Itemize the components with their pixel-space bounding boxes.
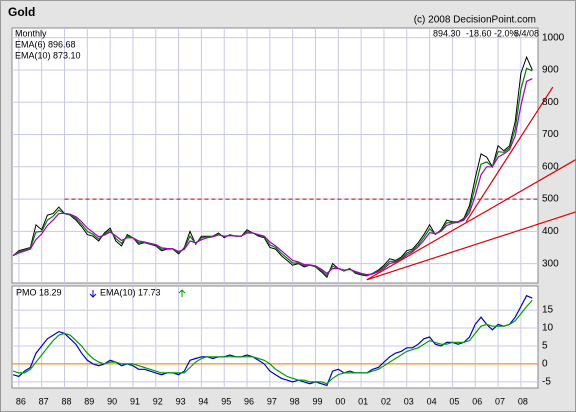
x-tick-label: 89	[84, 396, 94, 406]
subtitle: Monthly	[15, 28, 47, 38]
x-tick-label: 92	[153, 396, 163, 406]
trend-line	[465, 86, 554, 222]
x-tick-label: 94	[198, 396, 208, 406]
source: (c) 2008 DecisionPoint.com	[414, 15, 536, 26]
legend-entry: EMA(6) 896.68	[15, 39, 76, 49]
series-line	[12, 67, 533, 277]
y-tick-label: 10	[542, 323, 554, 334]
chart-title: Gold	[8, 5, 35, 19]
up-arrow	[178, 289, 186, 297]
x-tick-label: 88	[61, 396, 71, 406]
x-tick-label: 01	[358, 396, 368, 406]
legend-entry: EMA(10) 17.73	[100, 287, 161, 297]
x-tick-label: 96	[244, 396, 254, 406]
series-line	[12, 78, 533, 276]
y-tick-label: 0	[542, 359, 548, 370]
x-tick-label: 95	[221, 396, 231, 406]
y-tick-label: 600	[542, 161, 559, 172]
down-arrow	[89, 290, 97, 298]
y-tick-label: 1000	[542, 32, 565, 43]
y-tick-label: 700	[542, 129, 559, 140]
x-tick-label: 04	[427, 396, 437, 406]
x-tick-label: 87	[39, 396, 49, 406]
series-line	[12, 55, 533, 279]
legend-entry: PMO 18.29	[16, 287, 62, 297]
pmo-panel	[11, 285, 539, 389]
x-tick-label: 07	[495, 396, 505, 406]
series-line	[12, 294, 533, 387]
trend-line	[366, 159, 576, 281]
x-tick-label: 02	[381, 396, 391, 406]
marks	[12, 55, 576, 387]
trend-line	[366, 211, 576, 281]
x-tick-label: 91	[130, 396, 140, 406]
grid	[12, 28, 538, 388]
y-tick-label: 800	[542, 97, 559, 108]
x-tick-label: 98	[290, 396, 300, 406]
y-tick-label: 300	[542, 258, 559, 269]
y-tick-label: 400	[542, 226, 559, 237]
x-tick-label: 90	[107, 396, 117, 406]
legend-entry: EMA(10) 873.10	[15, 50, 81, 60]
change: -18.60	[466, 28, 492, 38]
y-tick-label: -5	[542, 377, 551, 388]
x-tick-label: 03	[404, 396, 414, 406]
y-tick-label: 15	[542, 305, 554, 316]
change-pct: -2.0%	[494, 28, 518, 38]
x-tick-label: 97	[267, 396, 277, 406]
x-tick-label: 86	[16, 396, 26, 406]
y-tick-label: 5	[542, 341, 548, 352]
date: 8/4/08	[514, 28, 539, 38]
x-tick-label: 99	[312, 396, 322, 406]
x-tick-label: 93	[176, 396, 186, 406]
x-tick-label: 06	[472, 396, 482, 406]
last-price: 894.30	[433, 28, 461, 38]
x-tick-label: 08	[518, 396, 528, 406]
x-tick-label: 05	[449, 396, 459, 406]
y-tick-label: 500	[542, 194, 559, 205]
series-line	[12, 299, 533, 385]
x-tick-label: 00	[335, 396, 345, 406]
y-tick-label: 900	[542, 65, 559, 76]
price-panel	[11, 27, 539, 284]
